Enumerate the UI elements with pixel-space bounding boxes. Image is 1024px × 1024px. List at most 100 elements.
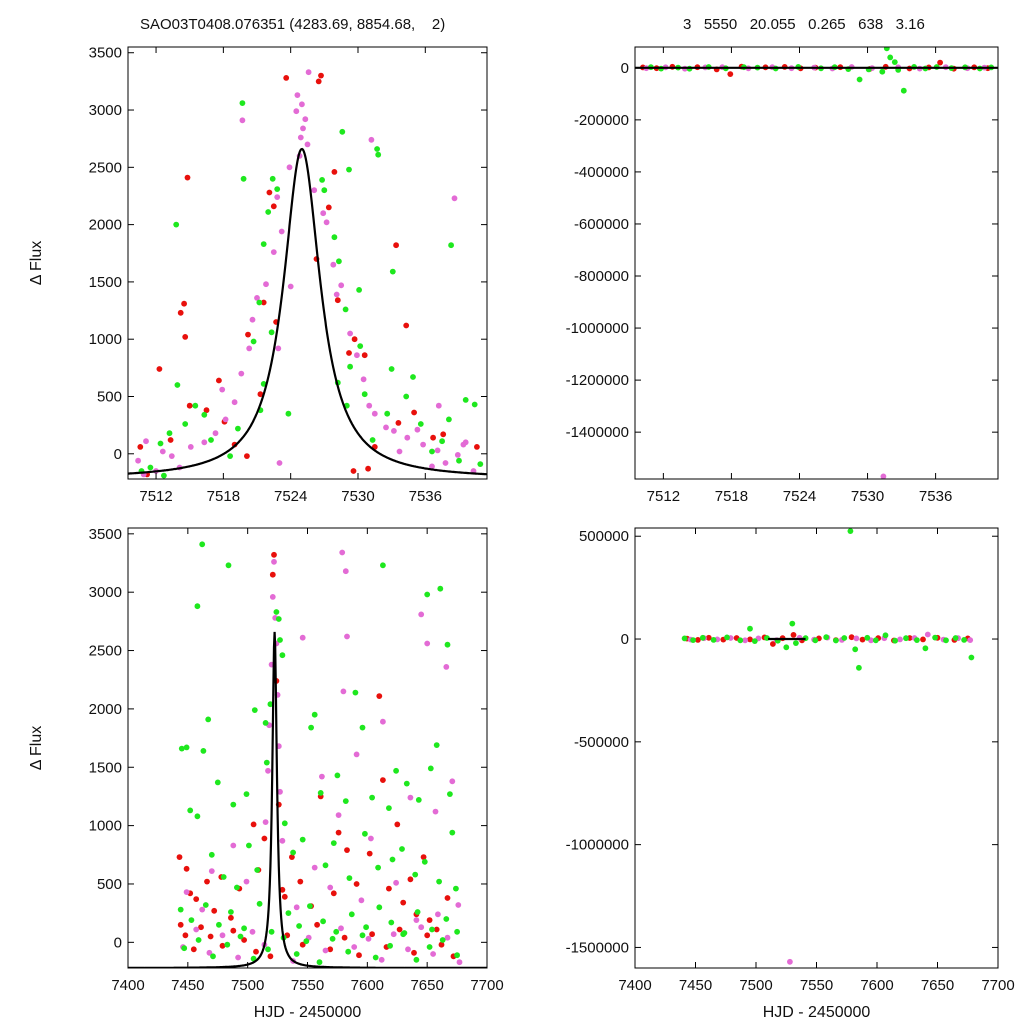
data-point-green [147,464,154,471]
data-point-green [296,923,302,929]
data-point-red [177,309,184,316]
data-point-magenta [383,424,389,431]
data-point-magenta [449,778,456,785]
data-point-magenta [342,568,349,575]
data-point-magenta [340,688,347,695]
x-tick-label: 7650 [921,977,954,994]
data-point-green [447,791,453,797]
data-point-green [250,338,257,345]
data-point-green [892,637,898,644]
data-point-magenta [335,812,342,818]
data-point-red [184,174,191,181]
data-point-magenta [354,352,360,359]
data-point-green [347,363,353,370]
data-point-magenta [897,636,903,643]
data-point-magenta [742,637,748,644]
data-point-green [194,603,201,610]
data-point-green [393,767,399,774]
data-point-red [207,933,214,940]
data-point-green [319,177,325,183]
data-point-magenta [322,947,329,954]
data-point-magenta [360,376,367,383]
data-point-magenta [320,210,327,217]
data-point-green [403,780,410,787]
data-point-magenta [297,134,304,141]
data-point-magenta [302,116,309,123]
x-tick-label: 7450 [171,977,204,994]
data-point-magenta [199,906,206,913]
data-point-magenta [456,959,463,966]
data-point-green [228,909,234,915]
data-point-magenta [454,452,461,458]
data-point-magenta [414,426,421,433]
data-point-red [219,942,226,949]
data-point-magenta [327,884,334,891]
y-tick-label: -500000 [574,734,629,751]
data-point-green [793,640,799,646]
figure-header-right: 3 5550 20.055 0.265 638 3.16 [683,16,925,33]
data-point-green [449,829,456,836]
data-point-red [440,431,447,438]
data-point-red [790,632,797,638]
data-point-green [182,421,189,427]
y-tick-label: -1500000 [566,939,629,956]
data-point-green [157,440,164,447]
data-point-green [311,711,318,718]
data-point-green [281,820,288,827]
x-tick-label: 7512 [139,488,172,505]
data-point-magenta [420,441,426,448]
data-point-magenta [159,448,166,455]
data-point-green [724,634,730,641]
data-point-green [856,76,863,83]
data-point-green [456,457,462,464]
data-point-magenta [405,946,411,953]
x-tick-label: 7530 [341,488,374,505]
data-point-green [389,268,396,275]
y-tick-label: 1500 [89,274,122,291]
data-point-magenta [407,794,414,801]
data-point-magenta [311,864,318,871]
data-point-green [943,637,949,644]
y-tick-label: 0 [114,934,122,951]
data-point-magenta [368,136,375,143]
data-point-green [952,635,959,641]
data-point-green [427,765,434,772]
data-point-red [182,334,189,340]
data-point-red [770,641,776,647]
data-point-green [413,956,420,963]
data-point-green [961,637,967,643]
data-point-green [454,928,460,935]
data-point-red [335,829,342,836]
data-point-red [167,437,174,443]
data-point-red [315,78,322,85]
data-point-magenta [418,611,425,618]
data-point-magenta [278,228,285,235]
y-tick-label: 0 [114,446,122,463]
data-point-green [872,637,879,644]
x-tick-label: 7700 [470,977,503,994]
y-tick-label: 1500 [89,759,122,776]
data-point-green [477,461,484,467]
data-point-green [187,807,194,814]
data-points [681,528,975,965]
data-point-green [329,935,336,942]
data-point-green [183,744,190,751]
x-tick-label: 7500 [739,977,772,994]
data-point-red [411,409,417,416]
data-point-green [285,910,292,916]
data-point-green [267,701,274,708]
x-tick-label: 7536 [919,488,952,505]
data-point-green [260,241,267,248]
data-point-red [365,465,371,472]
x-tick-label: 7524 [274,488,307,505]
data-point-green [201,411,208,418]
data-point-green [210,953,216,960]
data-point-green [421,858,428,865]
data-point-red [403,322,410,329]
data-point-green [375,864,381,871]
data-point-green [199,541,206,548]
data-points [135,69,484,479]
x-tick-label: 7530 [851,488,884,505]
y-tick-label: 2500 [89,159,122,176]
figure-header-left: SAO03T0408.076351 (4283.69, 8854.68, 2) [140,16,446,33]
